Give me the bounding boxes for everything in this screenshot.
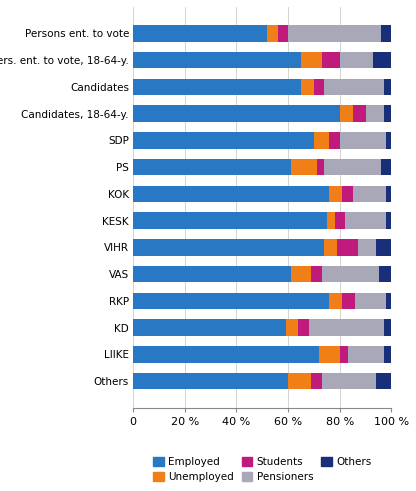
Bar: [322, 52, 340, 68]
Bar: [376, 239, 391, 256]
Bar: [340, 106, 353, 122]
Bar: [358, 239, 376, 256]
Bar: [353, 106, 366, 122]
Bar: [329, 132, 340, 149]
Bar: [133, 293, 329, 309]
Bar: [379, 266, 391, 282]
Bar: [384, 106, 391, 122]
Bar: [288, 25, 381, 42]
Bar: [381, 25, 391, 42]
Bar: [314, 79, 324, 95]
Bar: [267, 25, 278, 42]
Bar: [324, 239, 337, 256]
Bar: [386, 212, 391, 229]
Bar: [291, 266, 312, 282]
Bar: [329, 293, 342, 309]
Bar: [133, 373, 288, 389]
Legend: Employed, Unemployed, Students, Pensioners, Others: Employed, Unemployed, Students, Pensione…: [149, 453, 376, 487]
Bar: [353, 186, 386, 202]
Bar: [312, 266, 322, 282]
Bar: [322, 373, 376, 389]
Bar: [342, 186, 353, 202]
Bar: [340, 132, 386, 149]
Bar: [133, 52, 301, 68]
Bar: [337, 239, 358, 256]
Bar: [366, 106, 384, 122]
Bar: [278, 25, 288, 42]
Bar: [327, 212, 334, 229]
Bar: [312, 373, 322, 389]
Bar: [334, 212, 345, 229]
Bar: [309, 319, 384, 336]
Bar: [317, 159, 324, 175]
Bar: [384, 319, 391, 336]
Bar: [381, 159, 391, 175]
Bar: [285, 319, 298, 336]
Bar: [329, 186, 342, 202]
Bar: [133, 25, 267, 42]
Bar: [386, 132, 391, 149]
Bar: [301, 79, 314, 95]
Bar: [133, 239, 324, 256]
Bar: [133, 212, 327, 229]
Bar: [348, 346, 384, 362]
Bar: [384, 79, 391, 95]
Bar: [133, 159, 291, 175]
Bar: [342, 293, 355, 309]
Bar: [384, 346, 391, 362]
Bar: [376, 373, 391, 389]
Bar: [355, 293, 386, 309]
Bar: [133, 319, 285, 336]
Bar: [324, 79, 384, 95]
Bar: [133, 186, 329, 202]
Bar: [340, 346, 348, 362]
Bar: [319, 346, 340, 362]
Bar: [133, 106, 340, 122]
Bar: [298, 319, 309, 336]
Bar: [133, 346, 319, 362]
Bar: [340, 52, 374, 68]
Bar: [386, 293, 391, 309]
Bar: [314, 132, 329, 149]
Bar: [133, 266, 291, 282]
Bar: [301, 52, 322, 68]
Bar: [345, 212, 386, 229]
Bar: [386, 186, 391, 202]
Bar: [374, 52, 391, 68]
Bar: [133, 132, 314, 149]
Bar: [324, 159, 381, 175]
Bar: [291, 159, 317, 175]
Bar: [133, 79, 301, 95]
Bar: [288, 373, 312, 389]
Bar: [322, 266, 379, 282]
